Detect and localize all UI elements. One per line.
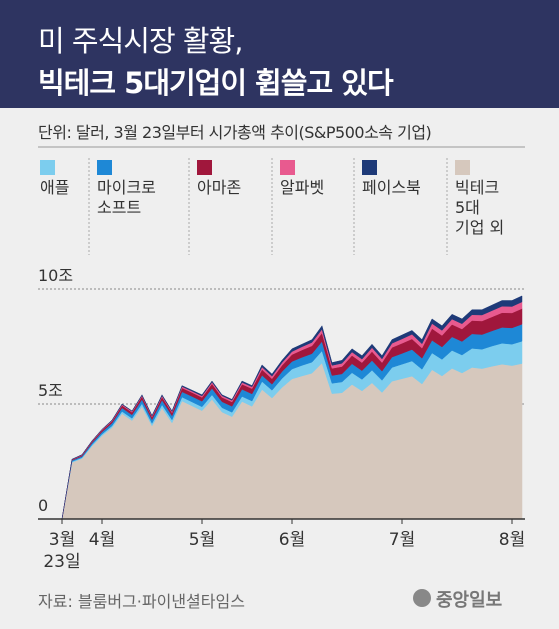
- legend-label: 마이크로 소프트: [97, 178, 156, 217]
- x-tick-label: 5월: [188, 530, 216, 550]
- source: 자료: 블룸버그·파이낸셜타임스: [38, 592, 245, 611]
- area: [61, 295, 523, 520]
- legend-label: 빅테크 5대 기업 외: [455, 178, 505, 237]
- legend-label: 애플: [40, 178, 70, 197]
- x-tick-label: 7월: [388, 530, 416, 550]
- legend-swatch: [455, 160, 470, 175]
- note: 단위: 달러, 3월 23일부터 시가총액 추이(S&P500소속 기업): [38, 123, 432, 142]
- y-tick-label: 0: [38, 496, 48, 515]
- y-tick-label: 10조: [38, 266, 73, 285]
- header: [0, 0, 559, 108]
- title: 미 주식시장 활황,: [38, 24, 243, 58]
- legend-swatch: [197, 160, 212, 175]
- legend-swatch: [40, 160, 55, 175]
- y-tick-label: 5조: [38, 381, 63, 400]
- legend-label: 알파벳: [280, 178, 325, 197]
- legend-label: 페이스북: [362, 178, 421, 197]
- x-tick-label: 8월: [498, 530, 526, 550]
- x-tick-label: 4월: [88, 530, 116, 550]
- brand: 중앙일보: [436, 590, 503, 611]
- area: [61, 362, 523, 520]
- legend-swatch: [97, 160, 112, 175]
- x-tick-label: 3월 23일: [43, 530, 81, 572]
- subtitle: 빅테크 5대기업이 휩쓸고 있다: [38, 66, 394, 100]
- brand-logo: [413, 589, 431, 607]
- x-tick-label: 6월: [278, 530, 306, 550]
- legend-swatch: [362, 160, 377, 175]
- legend-label: 아마존: [197, 178, 242, 197]
- legend-swatch: [280, 160, 295, 175]
